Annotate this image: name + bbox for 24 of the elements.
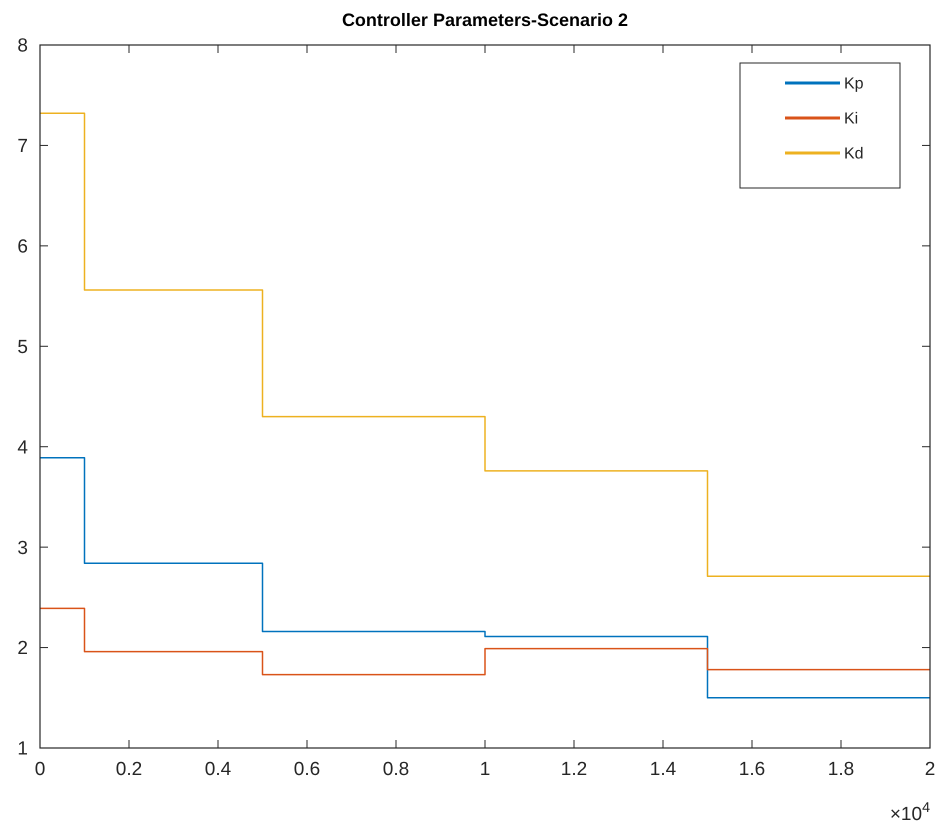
- x-tick-label: 0: [34, 759, 46, 780]
- y-tick-label: 8: [17, 36, 28, 57]
- y-tick-label: 3: [17, 538, 28, 559]
- x-tick-label: 0.6: [294, 759, 320, 780]
- legend-label: Kd: [844, 146, 864, 163]
- y-tick-label: 7: [17, 136, 28, 158]
- y-tick-label: 2: [17, 638, 28, 660]
- text: ×10$^{4}$: [890, 800, 930, 825]
- x-tick-label: 0.8: [382, 759, 410, 780]
- x-tick-label: 2: [924, 759, 936, 780]
- x-tick-label: 1: [480, 759, 490, 780]
- y-tick-label: 1: [17, 738, 28, 760]
- x-tick-label: 0.4: [204, 759, 232, 780]
- x-tick-label: 1.6: [738, 759, 766, 780]
- legend-label: Ki: [844, 110, 858, 128]
- legend-label: Kp: [844, 76, 864, 93]
- y-tick-label: 6: [17, 236, 28, 258]
- y-tick-label: 5: [17, 336, 28, 358]
- x-tick-label: 1.4: [650, 759, 677, 780]
- x-tick-label: 1.2: [560, 759, 588, 780]
- y-tick-label: 4: [17, 437, 28, 458]
- chart-title: Controller Parameters-Scenario 2: [342, 10, 628, 30]
- x-tick-label: 0.2: [116, 759, 142, 780]
- x-tick-label: 1.8: [828, 759, 854, 780]
